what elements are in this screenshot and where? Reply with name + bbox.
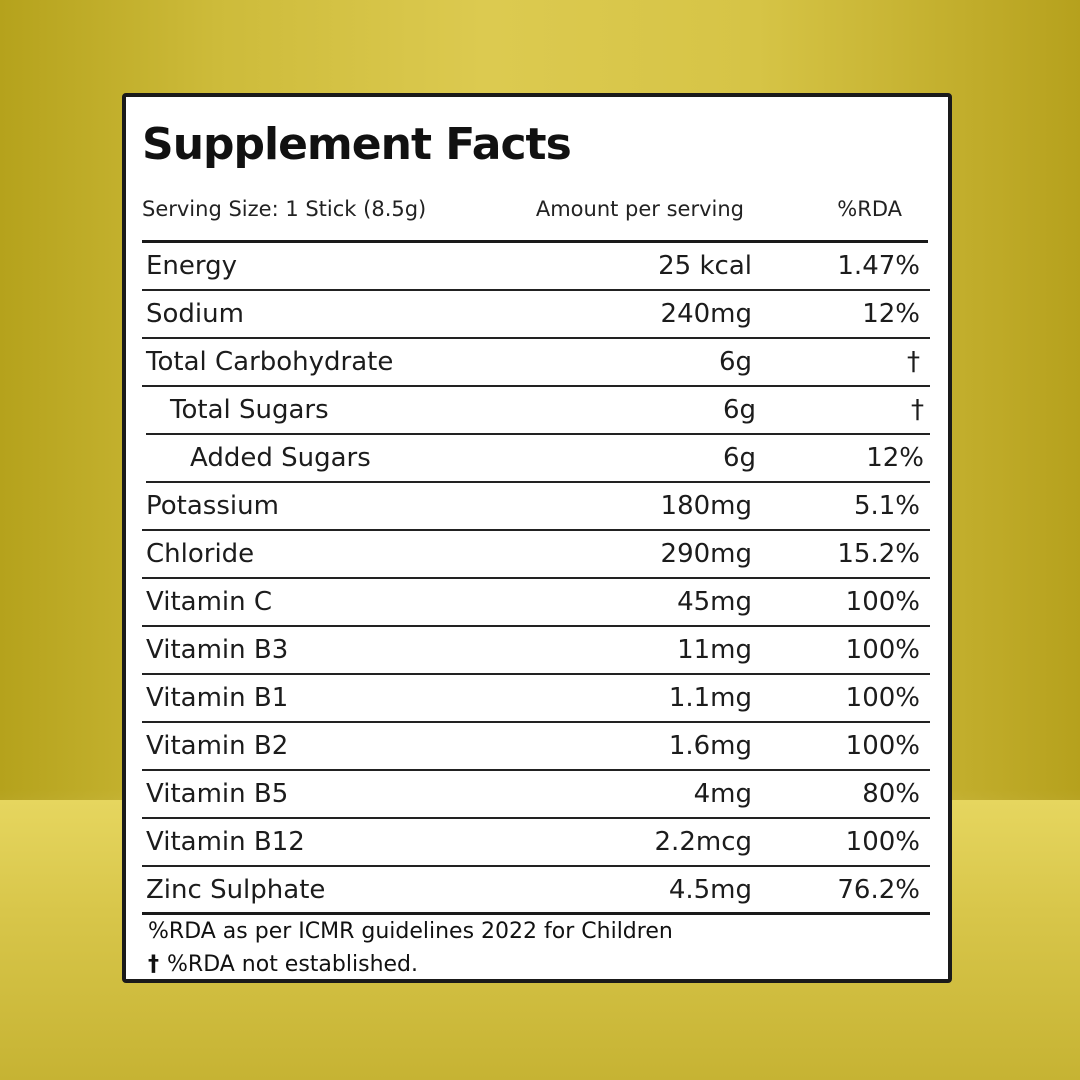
nutrient-name: Vitamin B12	[146, 827, 305, 857]
nutrient-rda: 15.2%	[837, 539, 920, 569]
nutrient-amount: 1.1mg	[668, 683, 752, 713]
footnote-rda-source: %RDA as per ICMR guidelines 2022 for Chi…	[148, 919, 673, 944]
table-row: Potassium 180mg 5.1%	[142, 483, 930, 531]
nutrient-name: Vitamin B2	[146, 731, 289, 761]
nutrient-name: Vitamin B1	[146, 683, 289, 713]
nutrient-rda: †	[911, 395, 924, 425]
nutrient-rda: 5.1%	[853, 491, 920, 521]
nutrient-name: Energy	[146, 251, 238, 281]
nutrient-rda: 12%	[866, 443, 924, 473]
nutrient-amount: 25 kcal	[658, 251, 752, 281]
nutrient-amount: 2.2mcg	[654, 827, 752, 857]
table-row: Vitamin B2 1.6mg 100%	[142, 723, 930, 771]
nutrient-rda: †	[907, 347, 920, 377]
nutrient-amount: 180mg	[660, 491, 752, 521]
nutrient-name: Vitamin B5	[146, 779, 289, 809]
nutrient-name: Total Sugars	[170, 395, 329, 425]
nutrient-amount: 6g	[718, 347, 752, 377]
nutrient-amount: 11mg	[677, 635, 752, 665]
table-row: Vitamin B12 2.2mcg 100%	[142, 819, 930, 867]
nutrient-rda: 1.47%	[837, 251, 920, 281]
nutrient-amount: 1.6mg	[668, 731, 752, 761]
nutrient-name: Chloride	[146, 539, 255, 569]
table-row: Total Sugars 6g †	[146, 387, 930, 435]
amount-header: Amount per serving	[535, 197, 744, 221]
table-row: Sodium 240mg 12%	[142, 291, 930, 339]
nutrient-amount: 45mg	[677, 587, 752, 617]
table-row: Vitamin B5 4mg 80%	[142, 771, 930, 819]
table-row: Zinc Sulphate 4.5mg 76.2%	[142, 867, 930, 915]
nutrient-name: Added Sugars	[190, 443, 371, 473]
rda-header: %RDA	[837, 197, 902, 221]
nutrient-name: Vitamin B3	[146, 635, 289, 665]
nutrient-rda: 100%	[845, 827, 920, 857]
nutrient-amount: 6g	[722, 395, 756, 425]
table-row: Vitamin B3 11mg 100%	[142, 627, 930, 675]
footnote-not-established: † %RDA not established.	[148, 952, 418, 977]
nutrient-name: Zinc Sulphate	[146, 875, 326, 905]
table-row: Total Carbohydrate 6g †	[142, 339, 930, 387]
nutrient-rda: 100%	[845, 635, 920, 665]
table-row: Energy 25 kcal 1.47%	[142, 243, 930, 291]
table-row: Vitamin C 45mg 100%	[142, 579, 930, 627]
nutrient-name: Vitamin C	[146, 587, 273, 617]
nutrient-amount: 6g	[722, 443, 756, 473]
nutrient-name: Sodium	[146, 299, 244, 329]
nutrient-name: Total Carbohydrate	[146, 347, 394, 377]
nutrient-amount: 290mg	[660, 539, 752, 569]
nutrient-rda: 100%	[845, 731, 920, 761]
serving-size: Serving Size: 1 Stick (8.5g)	[142, 197, 427, 221]
nutrient-name: Potassium	[146, 491, 279, 521]
table-row: Added Sugars 6g 12%	[146, 435, 930, 483]
nutrient-rda: 80%	[862, 779, 920, 809]
header-divider	[142, 240, 928, 243]
nutrient-rda: 76.2%	[837, 875, 920, 905]
table-row: Vitamin B1 1.1mg 100%	[142, 675, 930, 723]
nutrient-rda: 12%	[862, 299, 920, 329]
nutrient-amount: 240mg	[660, 299, 752, 329]
panel-title: Supplement Facts	[142, 119, 572, 170]
supplement-facts-panel: Supplement Facts Serving Size: 1 Stick (…	[122, 93, 952, 983]
nutrient-table: Energy 25 kcal 1.47% Sodium 240mg 12% To…	[142, 243, 930, 915]
nutrient-amount: 4.5mg	[668, 875, 752, 905]
nutrient-rda: 100%	[845, 683, 920, 713]
footnote-text: %RDA not established.	[167, 952, 419, 977]
table-row: Chloride 290mg 15.2%	[142, 531, 930, 579]
dagger-icon: †	[148, 952, 159, 977]
nutrient-rda: 100%	[845, 587, 920, 617]
nutrient-amount: 4mg	[693, 779, 752, 809]
